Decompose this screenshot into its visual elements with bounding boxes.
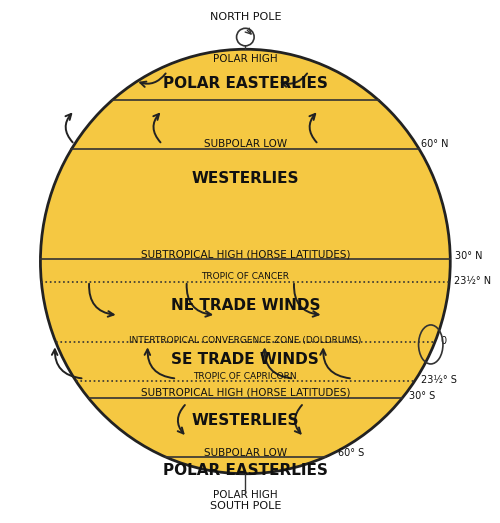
Text: POLAR HIGH: POLAR HIGH	[213, 54, 278, 64]
Text: POLAR HIGH: POLAR HIGH	[213, 490, 278, 499]
Text: 0: 0	[440, 336, 446, 346]
Text: 23½° S: 23½° S	[420, 374, 456, 384]
Text: WESTERLIES: WESTERLIES	[192, 413, 299, 428]
Text: TROPIC OF CANCER: TROPIC OF CANCER	[202, 271, 290, 281]
Text: 23½° N: 23½° N	[454, 276, 492, 286]
Text: POLAR EASTERLIES: POLAR EASTERLIES	[163, 463, 328, 478]
Text: SE TRADE WINDS: SE TRADE WINDS	[172, 351, 319, 367]
Text: SUBTROPICAL HIGH (HORSE LATITUDES): SUBTROPICAL HIGH (HORSE LATITUDES)	[140, 249, 350, 259]
Text: NORTH POLE: NORTH POLE	[210, 13, 281, 22]
Text: SUBPOLAR LOW: SUBPOLAR LOW	[204, 448, 287, 458]
Text: 60° N: 60° N	[421, 140, 448, 150]
Text: 30° S: 30° S	[409, 391, 436, 401]
Text: SUBTROPICAL HIGH (HORSE LATITUDES): SUBTROPICAL HIGH (HORSE LATITUDES)	[140, 387, 350, 397]
Text: POLAR EASTERLIES: POLAR EASTERLIES	[163, 76, 328, 91]
Text: 60° S: 60° S	[338, 448, 364, 458]
Text: SOUTH POLE: SOUTH POLE	[210, 501, 281, 510]
Ellipse shape	[40, 49, 451, 474]
Text: TROPIC OF CAPRICORN: TROPIC OF CAPRICORN	[194, 372, 297, 381]
Text: SUBPOLAR LOW: SUBPOLAR LOW	[204, 140, 287, 150]
Text: 30° N: 30° N	[455, 251, 482, 260]
Text: NE TRADE WINDS: NE TRADE WINDS	[170, 298, 320, 313]
Text: WESTERLIES: WESTERLIES	[192, 171, 299, 186]
Text: INTERTROPICAL CONVERGENCE ZONE (DOLDRUMS): INTERTROPICAL CONVERGENCE ZONE (DOLDRUMS…	[129, 336, 362, 345]
